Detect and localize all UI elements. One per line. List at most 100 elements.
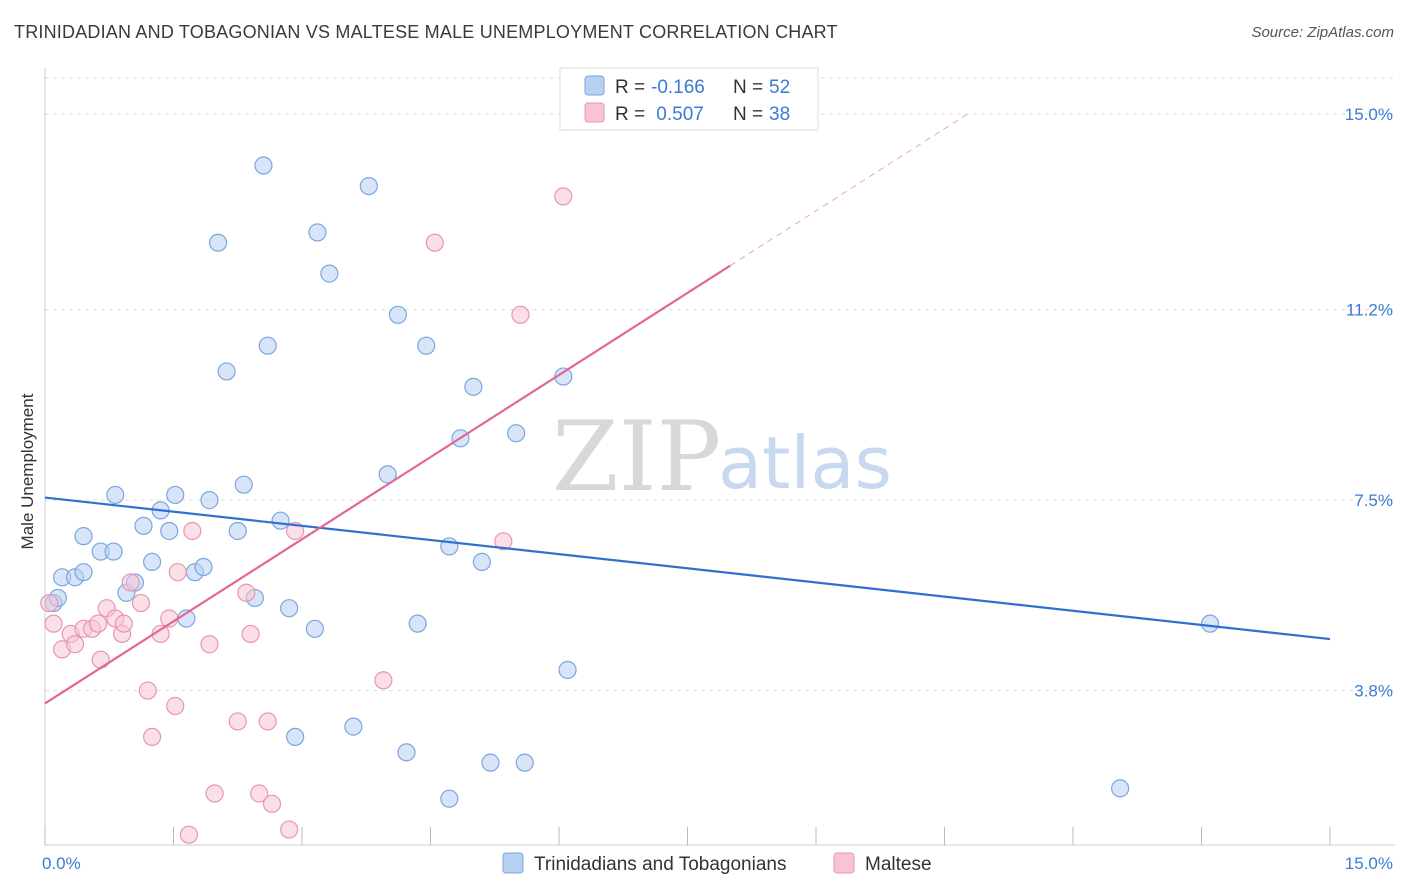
legend-swatch-blue [584,75,605,96]
point-pink-32 [374,671,393,690]
x-tick-label-0: 0.0% [42,854,81,873]
point-pink-34 [494,532,513,551]
point-blue-31 [308,223,327,242]
point-blue-44 [472,552,491,571]
point-pink-28 [258,712,277,731]
point-blue-21 [217,362,236,381]
point-pink-30 [280,820,299,839]
y-tick-label-1: 7.5% [1354,491,1393,510]
point-pink-21 [183,521,202,541]
legend-n-label-1: N = [733,77,763,98]
point-blue-4 [74,563,93,582]
legend-swatch-pink [584,102,605,123]
point-pink-31 [286,521,305,541]
point-pink-24 [228,712,247,731]
axes-layer [44,68,1395,846]
legend-n-value-2: 38 [769,104,790,125]
y-axis-title: Male Unemployment [18,393,37,549]
point-blue-25 [254,156,273,175]
point-pink-26 [241,624,260,644]
trend-extension-pink [730,113,968,266]
point-pink-6 [89,614,108,633]
source-label: Source: ZipAtlas.com [1251,24,1394,41]
y-tick-label-0: 3.8% [1354,682,1393,701]
point-blue-47 [515,753,534,772]
point-blue-45 [481,753,500,772]
point-blue-30 [305,619,324,638]
point-blue-20 [208,233,228,252]
point-blue-33 [344,717,363,736]
point-blue-43 [464,377,483,396]
point-blue-19 [200,491,219,510]
point-blue-34 [359,177,378,196]
point-blue-26 [258,336,277,355]
point-blue-48 [558,660,577,680]
bottom-legend-swatch-pink [833,852,855,874]
chart-title: TRINIDADIAN AND TOBAGONIAN VS MALTESE MA… [14,22,838,42]
bottom-legend-label-2: Maltese [865,854,932,875]
point-pink-23 [205,784,224,803]
point-blue-41 [440,789,459,808]
point-blue-5 [74,527,93,546]
bottom-legend-swatch-blue [502,852,524,874]
point-pink-20 [179,825,199,844]
point-pink-35 [511,305,530,324]
point-blue-37 [397,743,416,762]
trend-line-blue [44,496,1331,641]
labels-layer: 3.8% 7.5% 11.2% 15.0% 0.0% 15.0% Male Unemploy… [18,105,1393,873]
point-blue-27 [271,511,290,530]
watermark: ZIP atlas [552,401,892,513]
point-blue-11 [134,516,153,535]
point-blue-7 [104,542,123,561]
point-pink-29 [262,794,282,813]
point-blue-46 [507,424,526,443]
point-blue-38 [408,614,427,633]
point-pink-19 [168,563,187,582]
legend-r-label-1: R = [615,77,645,98]
legend-r-label-2: R = [615,104,645,125]
point-blue-28 [280,599,299,618]
point-pink-12 [121,573,140,592]
bottom-legend-label-1: Trinidadians and Tobagonians [534,854,786,875]
point-blue-32 [320,264,339,283]
point-blue-23 [234,475,253,494]
point-pink-33 [425,233,444,252]
point-pink-27 [250,784,269,803]
correlation-legend: R = -0.166 N = 52 R = 0.507 N = 38 [559,67,819,131]
point-pink-18 [166,696,185,716]
y-tick-label-3: 15.0% [1345,105,1393,124]
point-blue-18 [194,557,213,577]
point-pink-13 [131,593,151,613]
points-layer [40,156,1220,844]
point-pink-25 [237,583,256,602]
point-pink-3 [65,635,85,654]
point-pink-36 [554,187,573,206]
point-blue-14 [160,521,179,541]
point-blue-36 [388,305,408,324]
point-blue-8 [106,485,125,505]
legend-r-value-1: -0.166 [651,77,705,98]
point-blue-29 [286,727,305,746]
y-tick-label-2: 11.2% [1346,301,1393,320]
point-pink-15 [142,727,162,746]
trend-line-pink [44,264,731,705]
trend-layer [44,113,1331,705]
point-blue-51 [1200,614,1220,633]
point-pink-14 [138,681,157,700]
point-pink-22 [200,635,219,654]
legend-n-label-2: N = [733,104,763,125]
point-blue-15 [166,485,185,505]
point-blue-50 [1111,779,1130,798]
point-blue-39 [417,336,436,355]
watermark-atlas: atlas [718,421,892,505]
point-blue-22 [228,521,247,541]
watermark-zip: ZIP [552,401,721,513]
x-tick-label-1: 15.0% [1345,854,1393,873]
point-blue-35 [378,465,397,484]
point-pink-7 [91,650,110,669]
series-legend: Trinidadians and Tobagonians Maltese [502,852,932,875]
point-pink-0 [44,614,63,633]
point-pink-37 [40,593,59,613]
legend-n-value-1: 52 [769,77,790,98]
